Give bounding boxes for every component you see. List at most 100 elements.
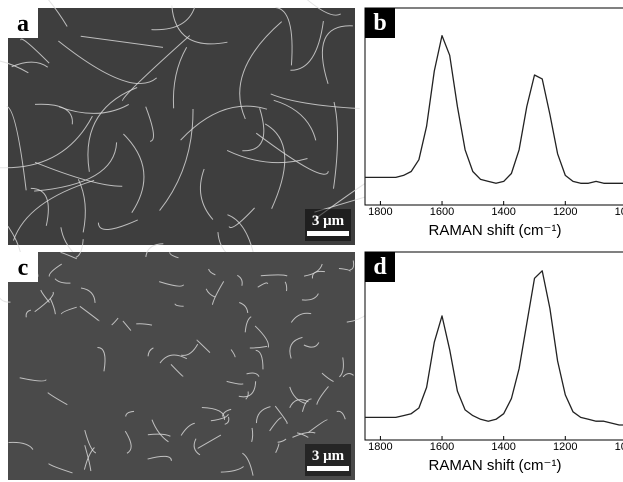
sem-image <box>8 8 355 245</box>
x-tick-label: 1400 <box>491 441 515 453</box>
fiber <box>220 466 244 473</box>
x-tick-label: 1000 <box>615 441 623 453</box>
fiber <box>211 281 225 305</box>
plot-frame <box>364 251 623 441</box>
fiber <box>170 364 184 377</box>
sem-image <box>8 252 355 480</box>
fiber <box>349 260 355 271</box>
fiber <box>201 406 226 420</box>
spectrum-line <box>365 270 623 426</box>
fiber <box>230 349 236 358</box>
fiber <box>136 323 153 326</box>
x-axis-title: RAMAN shift (cm⁻¹) <box>429 222 562 239</box>
fiber <box>19 377 47 382</box>
x-axis-title: RAMAN shift (cm⁻¹) <box>429 457 562 474</box>
x-tick-label: 1800 <box>368 206 392 218</box>
fiber <box>147 455 172 461</box>
fiber <box>11 61 49 68</box>
fiber <box>246 372 260 377</box>
fiber <box>255 406 271 424</box>
fiber <box>151 419 169 443</box>
panel-label-box <box>365 8 395 38</box>
fiber <box>226 380 244 385</box>
fiber <box>147 433 171 437</box>
x-tick-label: 1400 <box>491 206 515 218</box>
fiber <box>84 430 97 454</box>
fiber <box>48 463 73 474</box>
fiber <box>275 443 280 453</box>
fiber <box>257 282 269 288</box>
fiber <box>0 297 11 303</box>
fiber <box>122 35 191 102</box>
fiber <box>58 104 130 114</box>
fiber <box>47 392 68 406</box>
fiber <box>147 347 154 357</box>
fiber <box>30 187 49 226</box>
fiber <box>196 339 211 353</box>
fiber <box>6 106 27 191</box>
fiber <box>34 161 123 187</box>
fiber <box>242 108 265 152</box>
fiber <box>20 38 50 64</box>
scale-bar <box>307 466 349 471</box>
fiber <box>174 303 184 307</box>
fiber <box>48 263 62 277</box>
fiber <box>80 35 164 48</box>
fiber <box>40 289 50 303</box>
fiber <box>0 60 29 74</box>
fiber <box>58 40 158 85</box>
fiber <box>124 430 132 454</box>
fiber <box>47 0 68 27</box>
fiber <box>296 432 309 438</box>
scale-bar-text: 3 μm <box>312 448 345 464</box>
plot-frame <box>364 7 623 206</box>
fiber <box>169 252 179 259</box>
fiber <box>316 386 329 405</box>
fiber <box>172 46 188 109</box>
fiber <box>274 405 288 424</box>
fiber <box>336 410 346 420</box>
fiber <box>238 381 257 398</box>
fiber <box>255 132 329 175</box>
fiber <box>54 278 71 284</box>
fiber <box>159 354 188 364</box>
fiber <box>277 438 287 443</box>
fiber <box>123 133 145 213</box>
fiber <box>193 438 201 456</box>
panel-label-box <box>365 252 395 282</box>
fiber <box>84 445 92 472</box>
fiber <box>224 416 230 425</box>
fiber <box>254 325 270 348</box>
fiber <box>197 434 222 449</box>
fiber <box>249 345 268 349</box>
fiber <box>321 25 353 84</box>
fiber <box>242 452 254 476</box>
fiber <box>77 179 86 233</box>
fiber <box>87 87 138 172</box>
fiber <box>210 413 229 422</box>
fiber <box>83 447 95 470</box>
fiber <box>244 316 252 333</box>
fiber <box>25 309 32 318</box>
fiber <box>60 306 77 315</box>
fiber <box>301 398 312 412</box>
fiber <box>0 115 93 169</box>
fiber <box>34 142 118 192</box>
fiber <box>75 239 84 258</box>
fiber <box>303 342 320 348</box>
fiber <box>251 427 254 443</box>
fiber <box>289 399 309 408</box>
fiber <box>180 422 195 436</box>
fiber <box>239 21 283 120</box>
fiber <box>284 281 288 292</box>
fiber <box>97 219 138 230</box>
fiber <box>289 386 306 404</box>
fiber <box>8 441 34 450</box>
fiber <box>289 336 303 359</box>
panel-label: b <box>373 10 386 36</box>
fiber <box>97 347 106 372</box>
fiber <box>159 281 185 287</box>
fiber <box>49 298 56 315</box>
